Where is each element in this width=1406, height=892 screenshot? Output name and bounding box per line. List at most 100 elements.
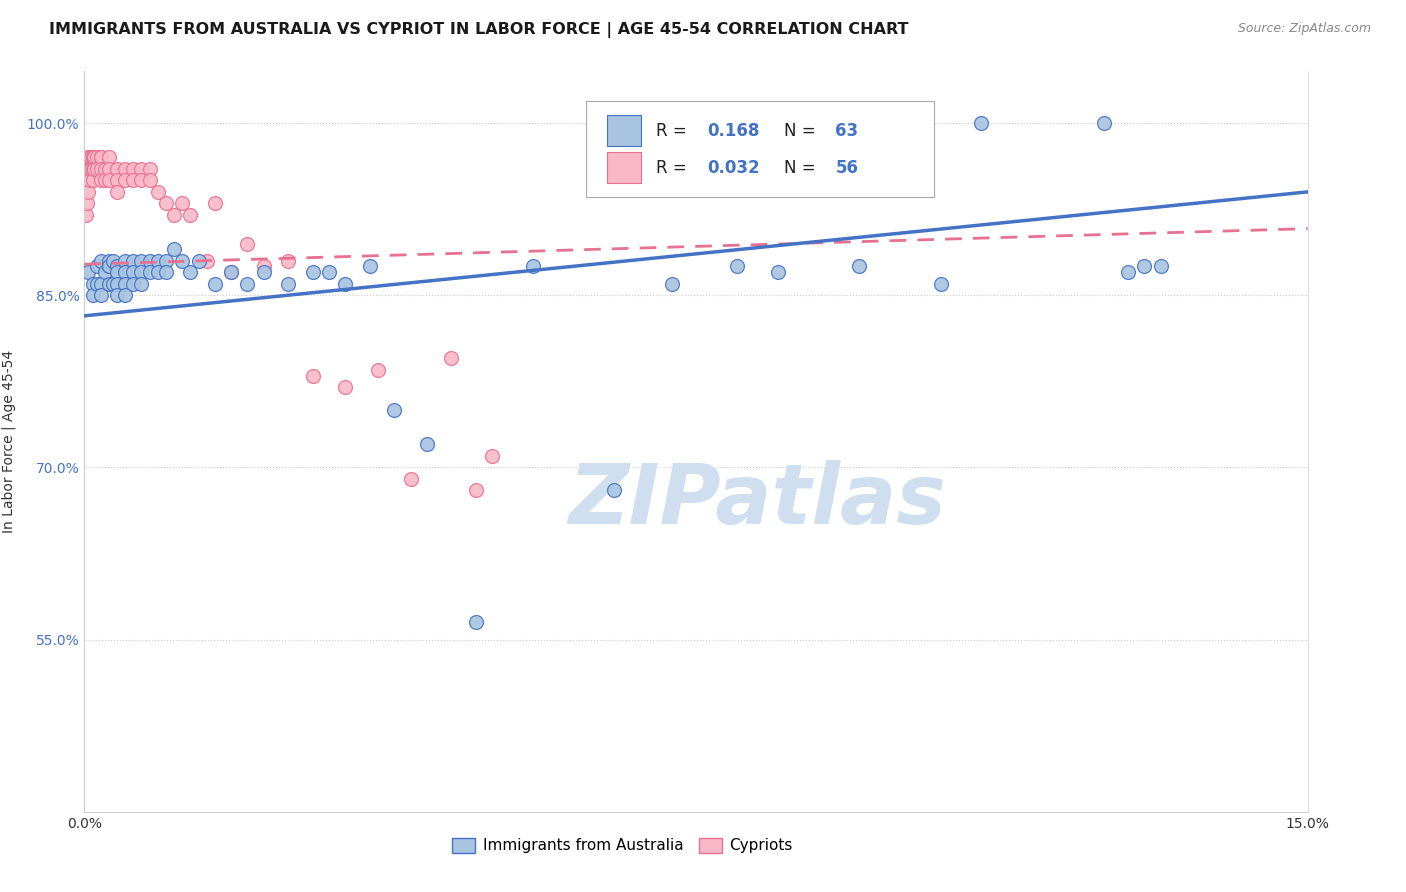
Point <box>236 236 259 251</box>
Point <box>131 265 153 279</box>
Point <box>138 161 160 176</box>
Point <box>90 253 112 268</box>
Point <box>114 288 136 302</box>
Point <box>86 277 108 291</box>
Point <box>75 208 97 222</box>
Point <box>236 277 259 291</box>
Point <box>83 151 105 165</box>
Point <box>90 151 112 165</box>
Point <box>131 277 153 291</box>
Point <box>382 403 405 417</box>
Point <box>86 151 108 165</box>
Text: Source: ZipAtlas.com: Source: ZipAtlas.com <box>1237 22 1371 36</box>
Point <box>82 288 104 302</box>
Point <box>77 161 100 176</box>
Point <box>725 260 748 274</box>
Point <box>464 615 486 630</box>
Point <box>122 161 145 176</box>
Point <box>76 196 98 211</box>
Point <box>77 265 100 279</box>
Point <box>114 253 136 268</box>
Point <box>155 196 177 211</box>
Point <box>76 185 98 199</box>
Point <box>603 483 626 498</box>
Point <box>766 265 789 279</box>
Point <box>1116 265 1139 279</box>
Point <box>82 173 104 187</box>
Text: N =: N = <box>785 159 821 177</box>
Point <box>440 351 463 366</box>
Text: 56: 56 <box>835 159 859 177</box>
Point <box>122 277 145 291</box>
FancyBboxPatch shape <box>586 101 935 197</box>
Point <box>90 277 112 291</box>
Point <box>146 185 169 199</box>
Point <box>131 253 153 268</box>
Point <box>163 242 186 256</box>
Point <box>204 277 226 291</box>
Point <box>105 288 128 302</box>
Point <box>253 265 276 279</box>
Point <box>204 196 226 211</box>
Point <box>301 265 323 279</box>
Text: R =: R = <box>655 159 692 177</box>
Point <box>105 173 128 187</box>
Point <box>195 253 218 268</box>
Point <box>97 173 120 187</box>
Point <box>77 151 100 165</box>
Point <box>1092 116 1115 130</box>
Point <box>138 253 160 268</box>
Point <box>97 260 120 274</box>
Point <box>522 260 544 274</box>
Point <box>172 253 194 268</box>
Point <box>80 161 103 176</box>
Point <box>253 260 276 274</box>
Text: ZIPatlas: ZIPatlas <box>568 460 946 541</box>
Y-axis label: In Labor Force | Age 45-54: In Labor Force | Age 45-54 <box>1 350 15 533</box>
Point <box>172 196 194 211</box>
Point <box>163 208 186 222</box>
Point <box>335 380 357 394</box>
Point <box>277 277 299 291</box>
Point <box>90 161 112 176</box>
Point <box>86 260 108 274</box>
Point <box>86 161 108 176</box>
Point <box>335 277 357 291</box>
Point <box>155 265 177 279</box>
Point <box>93 161 115 176</box>
Text: R =: R = <box>655 121 692 139</box>
Point <box>464 483 486 498</box>
Point <box>970 116 993 130</box>
Point <box>318 265 340 279</box>
Point <box>138 265 160 279</box>
Point <box>79 161 101 176</box>
Text: 0.168: 0.168 <box>707 121 759 139</box>
Point <box>105 260 128 274</box>
Point <box>277 253 299 268</box>
Point <box>114 277 136 291</box>
Point <box>79 173 101 187</box>
FancyBboxPatch shape <box>606 115 641 146</box>
Point <box>90 288 112 302</box>
Point <box>90 151 112 165</box>
Point <box>155 253 177 268</box>
Point <box>105 265 128 279</box>
Point <box>101 253 124 268</box>
Text: IMMIGRANTS FROM AUSTRALIA VS CYPRIOT IN LABOR FORCE | AGE 45-54 CORRELATION CHAR: IMMIGRANTS FROM AUSTRALIA VS CYPRIOT IN … <box>49 22 908 38</box>
Point <box>848 260 870 274</box>
Point <box>219 265 242 279</box>
Point <box>146 253 169 268</box>
Point <box>187 253 209 268</box>
Point <box>93 173 115 187</box>
Point <box>82 151 104 165</box>
Point <box>179 265 201 279</box>
Text: 63: 63 <box>835 121 859 139</box>
Point <box>93 265 115 279</box>
Point <box>82 277 104 291</box>
Point <box>301 368 323 383</box>
Point <box>101 277 124 291</box>
FancyBboxPatch shape <box>606 152 641 183</box>
Text: 0.032: 0.032 <box>707 159 759 177</box>
Point <box>105 277 128 291</box>
Point <box>80 151 103 165</box>
